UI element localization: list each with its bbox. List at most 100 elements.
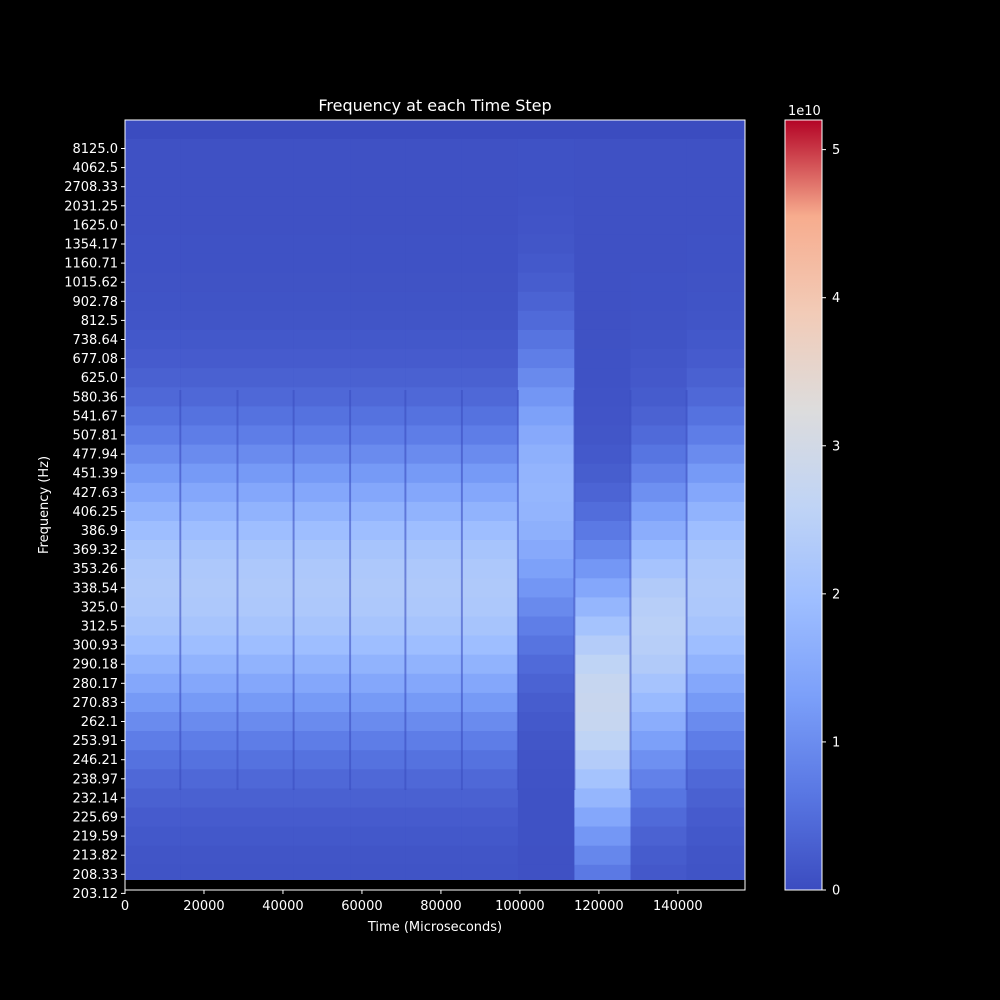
heatmap-cell [405, 521, 462, 541]
heatmap-cell [686, 425, 745, 446]
heatmap-cell [237, 138, 294, 159]
heatmap-cell [686, 559, 745, 579]
heatmap-cell [517, 750, 575, 770]
heatmap-cell [630, 750, 687, 770]
y-tick-label: 580.36 [73, 390, 119, 405]
heatmap-cell [125, 406, 181, 427]
heatmap-cell [293, 540, 351, 560]
y-tick-label: 406.25 [73, 505, 119, 520]
heatmap-cell [293, 864, 351, 885]
heatmap-cell [630, 177, 687, 197]
heatmap-cell [293, 329, 351, 350]
heatmap-cell [237, 731, 294, 751]
y-tick-label: 253.91 [73, 734, 119, 749]
heatmap-cell [630, 654, 687, 675]
heatmap-cell [405, 826, 462, 847]
heatmap-cell [180, 673, 238, 694]
heatmap-cell [125, 673, 181, 694]
heatmap-cell [686, 253, 745, 274]
heatmap-cell [180, 769, 238, 789]
heatmap-cell [686, 406, 745, 427]
y-tick-label: 8125.0 [73, 142, 119, 157]
heatmap-cell [686, 387, 745, 407]
heatmap-cell [237, 559, 294, 579]
heatmap-cell [461, 406, 518, 427]
y-tick-label: 312.5 [81, 620, 118, 635]
bin-separator [404, 390, 407, 790]
chart-title: Frequency at each Time Step [318, 96, 551, 115]
heatmap-cell [630, 769, 687, 789]
heatmap-cell [350, 864, 406, 885]
heatmap-cell [237, 310, 294, 331]
y-tick-label: 238.97 [73, 772, 119, 787]
heatmap-cell [293, 215, 351, 235]
colorbar-tick-label: 1 [832, 735, 840, 750]
y-tick-label: 225.69 [73, 811, 119, 826]
heatmap-cell [574, 501, 631, 522]
heatmap-cell [517, 826, 575, 847]
heatmap-cell [405, 368, 462, 388]
heatmap-cell [574, 597, 631, 618]
heatmap-cell [125, 654, 181, 675]
heatmap-cell [350, 788, 406, 809]
heatmap-cell [125, 578, 181, 598]
heatmap-cell [461, 769, 518, 789]
heatmap-cell [405, 234, 462, 255]
heatmap-cell [405, 387, 462, 407]
heatmap-cell [293, 616, 351, 637]
heatmap-cell [461, 635, 518, 656]
heatmap-cell [686, 272, 745, 293]
bin-separator [516, 390, 519, 790]
heatmap-cell [517, 788, 575, 809]
heatmap-cell [405, 425, 462, 446]
heatmap-cell [630, 253, 687, 274]
heatmap-cell [293, 253, 351, 274]
x-axis-label: Time (Microseconds) [367, 920, 502, 935]
heatmap-cell [180, 692, 238, 713]
heatmap-cell [686, 521, 745, 541]
heatmap-cell [237, 406, 294, 427]
heatmap-cell [237, 177, 294, 197]
heatmap-cell [461, 521, 518, 541]
heatmap-cell [686, 540, 745, 560]
heatmap-cell [405, 578, 462, 598]
heatmap-cell [350, 406, 406, 427]
heatmap-cell [630, 864, 687, 885]
heatmap-cell [405, 597, 462, 618]
heatmap-cell [180, 521, 238, 541]
heatmap-cell [630, 635, 687, 656]
heatmap-cell [237, 692, 294, 713]
heatmap-cell [517, 578, 575, 598]
heatmap-cell [686, 463, 745, 484]
heatmap-cell [350, 158, 406, 178]
y-tick-label: 246.21 [73, 753, 119, 768]
heatmap-cell [686, 234, 745, 255]
heatmap-cell [686, 673, 745, 694]
heatmap-cell [125, 463, 181, 484]
y-tick-label: 451.39 [73, 467, 119, 482]
heatmap-cell [630, 482, 687, 503]
heatmap-cell [405, 215, 462, 235]
bin-separator [573, 390, 576, 790]
heatmap-cell [125, 559, 181, 579]
heatmap-cell [237, 368, 294, 388]
heatmap-cell [574, 616, 631, 637]
heatmap-cell [461, 597, 518, 618]
heatmap-cell [293, 387, 351, 407]
y-tick-label: 477.94 [73, 448, 119, 463]
heatmap-cell [237, 578, 294, 598]
heatmap-cell [630, 406, 687, 427]
heatmap-cell [405, 673, 462, 694]
heatmap-cell [180, 387, 238, 407]
heatmap-cell [237, 521, 294, 541]
heatmap-cell [125, 329, 181, 350]
heatmap-cell [125, 788, 181, 809]
heatmap-cell [630, 387, 687, 407]
colorbar-multiplier: 1e10 [788, 104, 821, 119]
heatmap-cell [461, 712, 518, 732]
heatmap-cell [405, 501, 462, 522]
heatmap-cell [125, 215, 181, 235]
heatmap-cell [293, 654, 351, 675]
heatmap-cell [517, 368, 575, 388]
y-tick-label: 1160.71 [64, 257, 118, 272]
